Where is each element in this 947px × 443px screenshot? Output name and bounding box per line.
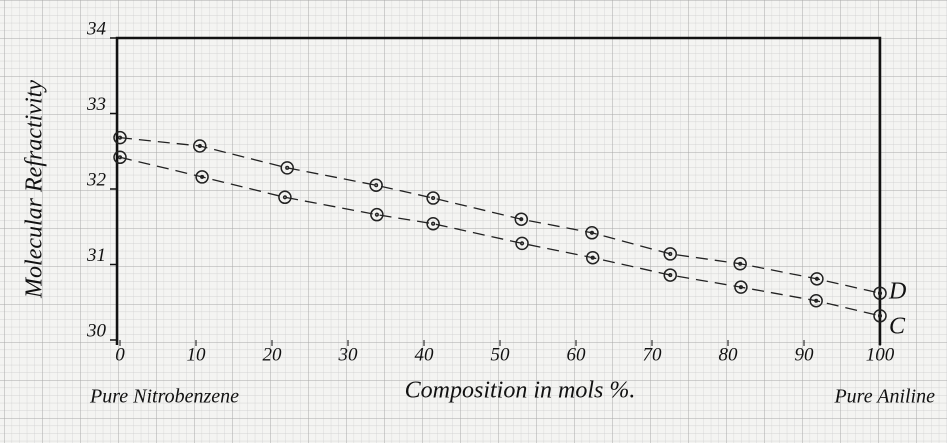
x-tick-label: 20 <box>263 344 283 365</box>
x-tick-label: 10 <box>187 344 207 365</box>
annotation: Pure Nitrobenzene <box>89 386 239 408</box>
series-label: D <box>888 279 906 305</box>
y-tick-label: 33 <box>86 94 106 115</box>
x-tick-label: 90 <box>795 344 815 365</box>
x-tick-label: 70 <box>643 344 663 365</box>
x-axis-label: Composition in mols %. <box>405 378 636 404</box>
x-tick-label: 100 <box>866 344 895 365</box>
x-tick-label: 0 <box>115 344 125 365</box>
y-tick-label: 30 <box>86 320 107 341</box>
annotation: Pure Aniline <box>833 386 935 408</box>
y-tick-label: 31 <box>86 245 106 266</box>
series-label: C <box>889 313 906 339</box>
x-tick-label: 40 <box>415 344 435 365</box>
x-tick-label: 30 <box>338 344 359 365</box>
chart: 30 31 32 33 34 0 10 20 30 40 50 60 70 80 90 100 Molecula… <box>0 0 947 443</box>
x-tick-label: 80 <box>719 344 739 365</box>
y-axis-label: Molecular Refractivity <box>22 80 48 299</box>
x-tick-label: 50 <box>491 344 511 365</box>
y-tick-label: 34 <box>86 18 107 39</box>
x-tick-label: 60 <box>567 344 587 365</box>
y-tick-label: 32 <box>86 169 107 190</box>
